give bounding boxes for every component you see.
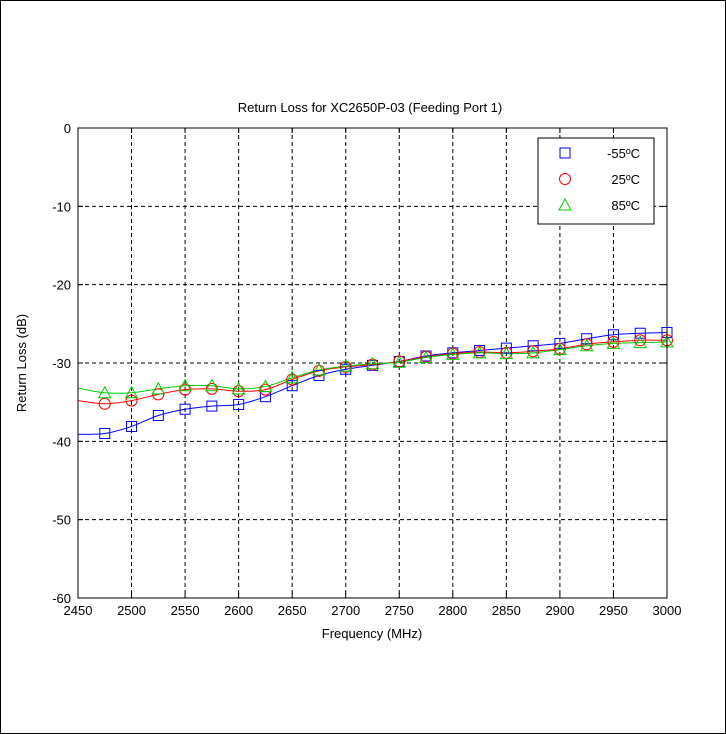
data-point-series-3 (258, 379, 273, 392)
x-tick-labels: 2450 2500 2550 2600 2650 2700 2750 2800 2850 2900… (64, 603, 682, 618)
data-point-series-1 (152, 409, 164, 421)
data-point-series-3 (472, 345, 487, 359)
data-point-series-1 (179, 403, 191, 415)
data-point-series-1 (634, 327, 646, 339)
legend-marker-2 (559, 173, 571, 185)
x-tick-label: 2650 (278, 603, 307, 618)
y-tick-label: -50 (52, 513, 71, 528)
data-point-series-2 (366, 358, 379, 371)
data-point-series-3 (606, 336, 621, 349)
data-point-series-3 (392, 355, 407, 368)
y-tick-label: -40 (52, 434, 71, 449)
data-point-series-3 (419, 350, 433, 364)
data-point-series-2 (125, 394, 138, 407)
x-tick-label: 2950 (599, 603, 628, 618)
legend-label-1: -55ºC (607, 146, 640, 161)
x-tick-label: 2600 (224, 603, 253, 618)
x-axis-label: Frequency (MHz) (322, 626, 422, 641)
data-point-series-2 (527, 345, 540, 358)
data-point-series-3 (151, 381, 166, 395)
data-point-series-1 (99, 428, 111, 439)
data-point-series-2 (607, 335, 620, 348)
legend-marker-1 (559, 147, 571, 159)
data-point-series-3 (553, 342, 567, 356)
data-point-series-3 (338, 359, 353, 372)
data-point-series-3 (499, 346, 514, 360)
y-tick-label: -60 (52, 591, 71, 606)
data-point-series-3 (526, 345, 540, 359)
x-tick-label: 2800 (438, 603, 467, 618)
legend: -55ºC 25ºC 85ºC (537, 137, 655, 225)
data-point-series-1 (607, 329, 619, 341)
data-point-series-1 (554, 337, 566, 349)
data-point-series-3 (97, 385, 112, 399)
x-tick-label: 2450 (64, 603, 93, 618)
data-point-series-2 (232, 385, 245, 398)
data-point-series-3 (365, 356, 380, 370)
y-tick-label: 0 (64, 121, 71, 136)
y-tick-label: -30 (52, 356, 71, 371)
x-tick-label: 2550 (171, 603, 200, 618)
y-tick-label: -10 (52, 199, 71, 214)
data-point-series-3 (312, 363, 326, 376)
legend-marker-3 (558, 197, 572, 211)
series-curves (77, 331, 668, 435)
data-point-series-3 (445, 347, 460, 360)
y-tick-label: -20 (52, 278, 71, 293)
data-point-series-3 (178, 378, 192, 392)
data-point-series-1 (286, 380, 298, 392)
data-point-series-2 (339, 360, 352, 373)
data-point-series-1 (581, 333, 593, 345)
x-tick-label: 2850 (492, 603, 521, 618)
data-point-series-1 (233, 399, 245, 411)
axis-ticks (77, 127, 668, 599)
legend-box (537, 137, 655, 225)
data-point-series-2 (634, 334, 647, 347)
data-point-series-3 (633, 335, 648, 349)
data-point-series-3 (124, 385, 139, 399)
x-tick-label: 2700 (331, 603, 360, 618)
legend-label-3: 85ºC (611, 198, 640, 213)
data-point-series-1 (206, 400, 218, 412)
x-tick-label: 3000 (653, 603, 682, 618)
data-point-series-3 (285, 370, 300, 384)
data-point-series-3 (205, 378, 219, 392)
data-point-series-1 (527, 340, 539, 352)
data-point-series-2 (580, 338, 593, 351)
legend-label-2: 25ºC (611, 172, 640, 187)
x-tick-label: 2900 (545, 603, 574, 618)
x-tick-label: 2750 (385, 603, 414, 618)
data-point-series-1 (500, 342, 512, 354)
data-point-series-3 (579, 338, 594, 352)
series-markers (97, 326, 674, 439)
x-tick-label: 2500 (117, 603, 146, 618)
data-point-series-1 (126, 420, 138, 432)
data-point-series-2 (286, 373, 299, 386)
data-point-series-2 (312, 364, 325, 377)
series-line-2 (77, 339, 668, 405)
chart-title: Return Loss for XC2650P-03 (Feeding Port… (238, 100, 502, 115)
series-line-3 (77, 341, 668, 394)
series-line-1 (77, 331, 668, 435)
y-tick-labels: 0 -10 -20 -30 -40 -50 -60 (52, 121, 71, 606)
y-axis-label: Return Loss (dB) (14, 314, 29, 412)
data-point-series-3 (231, 381, 246, 395)
